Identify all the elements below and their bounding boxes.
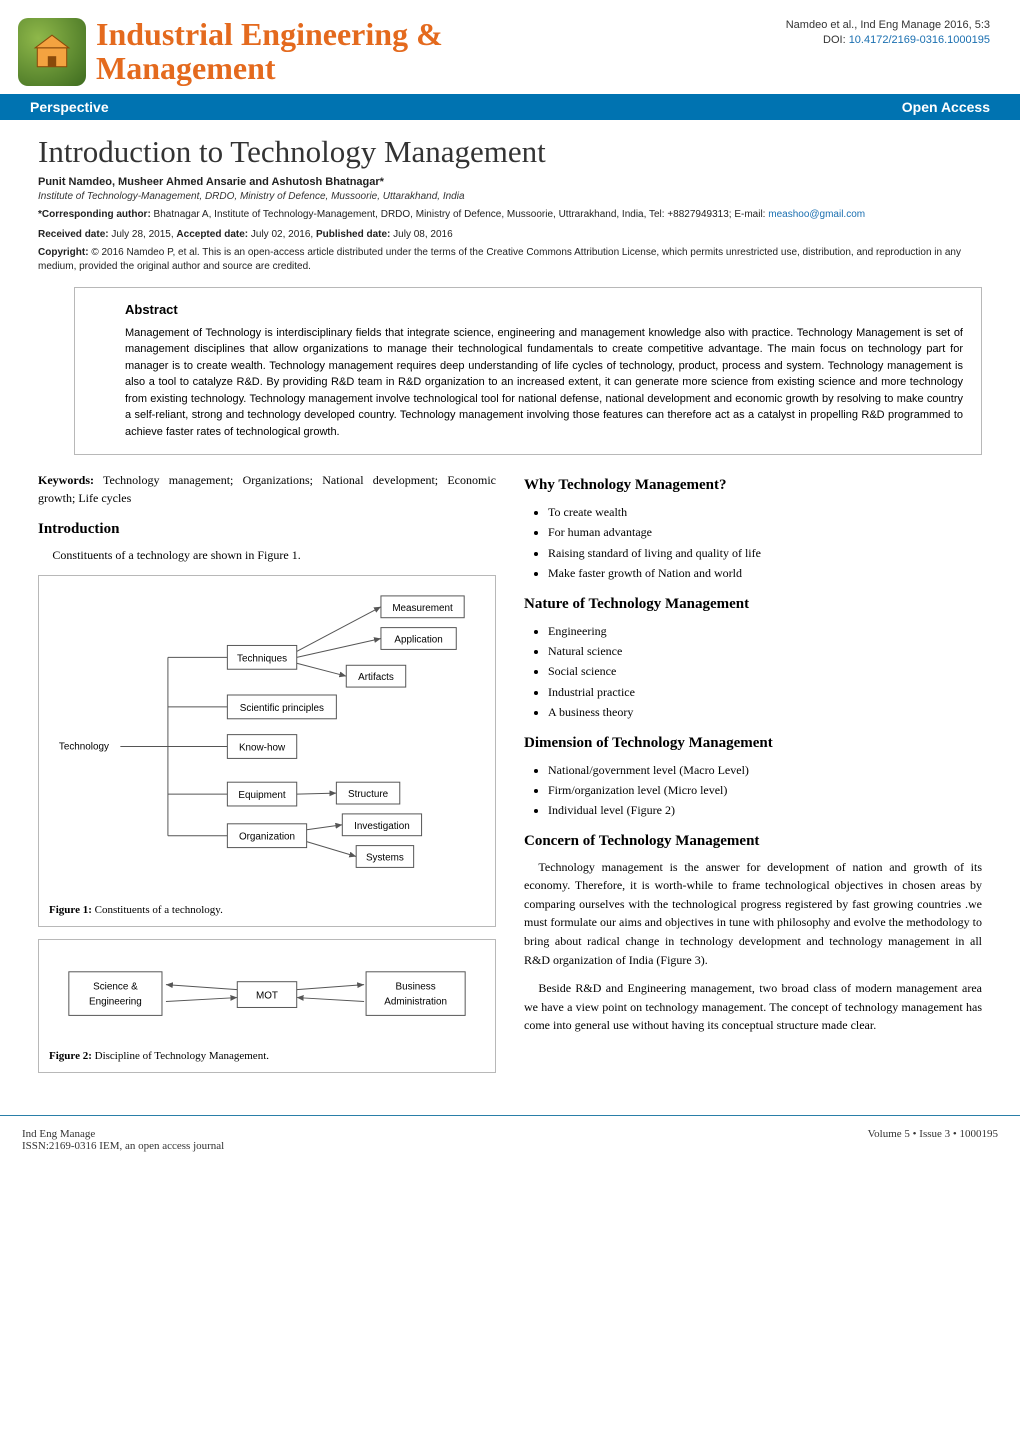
node-knowhow: Know-how: [239, 742, 286, 753]
list-item: Natural science: [548, 641, 982, 661]
node-investigation: Investigation: [354, 820, 410, 831]
footer: Ind Eng Manage ISSN:2169-0316 IEM, an op…: [0, 1115, 1020, 1174]
journal-title: Industrial Engineering & Management: [96, 18, 443, 85]
list-item: Individual level (Figure 2): [548, 800, 982, 820]
main: Introduction to Technology Management Pu…: [0, 120, 1020, 1115]
list-item: Social science: [548, 661, 982, 681]
published-label: Published date:: [316, 229, 390, 240]
journal-short: Ind Eng Manage: [22, 1128, 224, 1140]
doi-link[interactable]: 10.4172/2169-0316.1000195: [849, 34, 990, 46]
corresponding-email[interactable]: meashoo@gmail.com: [768, 209, 865, 220]
node-systems: Systems: [366, 852, 404, 863]
why-heading: Why Technology Management?: [524, 477, 982, 494]
accepted-date: July 02, 2016,: [248, 229, 316, 240]
open-access: Open Access: [902, 99, 990, 115]
list-item: National/government level (Macro Level): [548, 760, 982, 780]
logo-block: Industrial Engineering & Management: [18, 18, 443, 86]
col-left: Keywords: Technology management; Organiz…: [38, 471, 496, 1085]
node-artifacts: Artifacts: [358, 672, 394, 683]
node-scientific: Scientific principles: [240, 702, 324, 713]
figure-1-caption: Figure 1: Constituents of a technology.: [49, 904, 485, 916]
node-organization: Organization: [239, 831, 295, 842]
journal-title-line1: Industrial Engineering &: [96, 16, 443, 52]
columns: Keywords: Technology management; Organiz…: [38, 471, 982, 1085]
keywords-label: Keywords:: [38, 473, 94, 487]
node-techniques: Techniques: [237, 653, 287, 664]
doi-label: DOI:: [823, 34, 849, 46]
node-structure: Structure: [348, 789, 389, 800]
authors: Punit Namdeo, Musheer Ahmed Ansarie and …: [38, 176, 982, 188]
concern-p1: Technology management is the answer for …: [524, 858, 982, 970]
corresponding-text: Bhatnagar A, Institute of Technology-Man…: [151, 209, 768, 220]
why-list: To create wealth For human advantage Rai…: [524, 502, 982, 584]
received-date: July 28, 2015,: [109, 229, 177, 240]
keywords-text: Technology management; Organizations; Na…: [38, 473, 496, 505]
list-item: Engineering: [548, 621, 982, 641]
node-equipment: Equipment: [238, 790, 286, 801]
issn: ISSN:2169-0316 IEM, an open access journ…: [22, 1140, 224, 1152]
accepted-label: Accepted date:: [176, 229, 248, 240]
node-measurement: Measurement: [392, 602, 453, 613]
figure-2-label: Figure 2:: [49, 1050, 92, 1062]
col-right: Why Technology Management? To create wea…: [524, 471, 982, 1085]
header: Industrial Engineering & Management Namd…: [0, 0, 1020, 94]
figure-1-caption-text: Constituents of a technology.: [92, 904, 223, 916]
list-item: Make faster growth of Nation and world: [548, 563, 982, 583]
nature-list: Engineering Natural science Social scien…: [524, 621, 982, 723]
journal-title-line2: Management: [96, 50, 276, 86]
abstract-body: Management of Technology is interdiscipl…: [125, 325, 963, 441]
figure-2-caption: Figure 2: Discipline of Technology Manag…: [49, 1050, 485, 1062]
abstract: Abstract Management of Technology is int…: [74, 287, 982, 456]
list-item: For human advantage: [548, 522, 982, 542]
copyright-text: © 2016 Namdeo P, et al. This is an open-…: [38, 247, 961, 273]
dimension-heading: Dimension of Technology Management: [524, 735, 982, 752]
dimension-list: National/government level (Macro Level) …: [524, 760, 982, 821]
dates: Received date: July 28, 2015, Accepted d…: [38, 229, 982, 240]
figure-2: Science & Engineering MOT Business Admin…: [38, 939, 496, 1073]
list-item: To create wealth: [548, 502, 982, 522]
node-right1: Business: [396, 981, 436, 992]
received-label: Received date:: [38, 229, 109, 240]
doi-line: DOI: 10.4172/2169-0316.1000195: [786, 33, 990, 48]
node-left2: Engineering: [89, 996, 142, 1007]
corresponding-label: *Corresponding author:: [38, 209, 151, 220]
list-item: Industrial practice: [548, 682, 982, 702]
intro-para: Constituents of a technology are shown i…: [38, 546, 496, 565]
figure-2-caption-text: Discipline of Technology Management.: [92, 1050, 269, 1062]
node-technology: Technology: [59, 741, 109, 752]
copyright: Copyright: © 2016 Namdeo P, et al. This …: [38, 246, 982, 275]
nature-heading: Nature of Technology Management: [524, 596, 982, 613]
figure-2-svg: Science & Engineering MOT Business Admin…: [49, 950, 485, 1039]
footer-right: Volume 5 • Issue 3 • 1000195: [868, 1128, 998, 1152]
node-left1: Science &: [93, 981, 138, 992]
list-item: A business theory: [548, 702, 982, 722]
list-item: Raising standard of living and quality o…: [548, 543, 982, 563]
intro-heading: Introduction: [38, 521, 496, 538]
concern-heading: Concern of Technology Management: [524, 833, 982, 850]
abstract-heading: Abstract: [125, 302, 963, 317]
type-bar: Perspective Open Access: [0, 94, 1020, 120]
list-item: Firm/organization level (Micro level): [548, 780, 982, 800]
concern-p2: Beside R&D and Engineering management, t…: [524, 979, 982, 1035]
keywords: Keywords: Technology management; Organiz…: [38, 471, 496, 507]
node-mid: MOT: [256, 990, 278, 1001]
corresponding: *Corresponding author: Bhatnagar A, Inst…: [38, 208, 982, 223]
article-title: Introduction to Technology Management: [38, 134, 982, 170]
affiliation: Institute of Technology-Management, DRDO…: [38, 191, 982, 202]
figure-1: Technology Techniques Scientific princip…: [38, 575, 496, 927]
figure-1-svg: Technology Techniques Scientific princip…: [49, 586, 485, 893]
figure-1-label: Figure 1:: [49, 904, 92, 916]
node-right2: Administration: [384, 996, 447, 1007]
citation-line: Namdeo et al., Ind Eng Manage 2016, 5:3: [786, 18, 990, 33]
node-application: Application: [394, 634, 442, 645]
published-date: July 08, 2016: [390, 229, 452, 240]
journal-logo-icon: [18, 18, 86, 86]
citation: Namdeo et al., Ind Eng Manage 2016, 5:3 …: [786, 18, 990, 49]
footer-left: Ind Eng Manage ISSN:2169-0316 IEM, an op…: [22, 1128, 224, 1152]
copyright-label: Copyright:: [38, 247, 89, 258]
article-type: Perspective: [30, 99, 109, 115]
